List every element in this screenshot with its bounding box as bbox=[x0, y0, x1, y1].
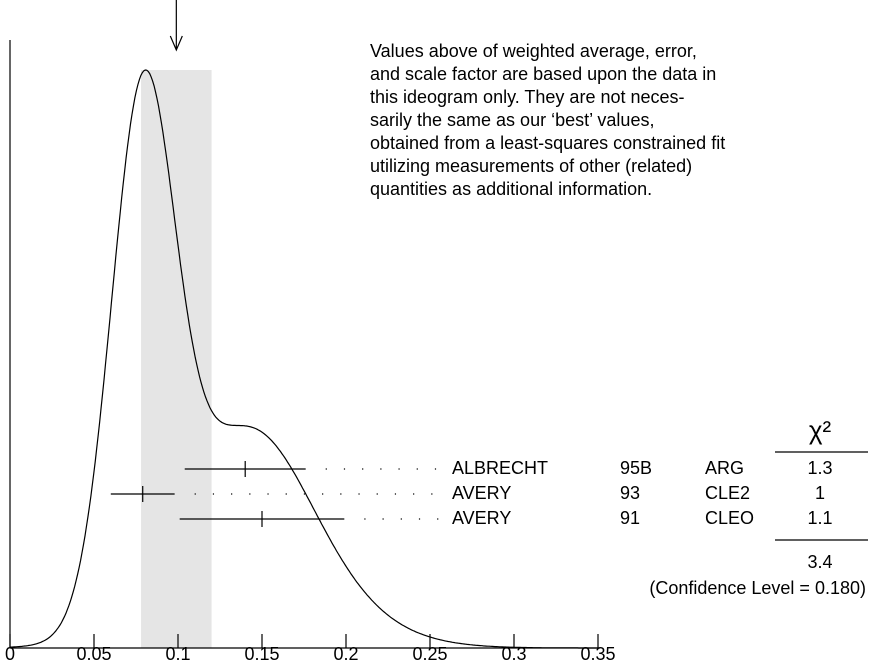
measurement-name: AVERY bbox=[452, 508, 511, 528]
note-line: this ideogram only. They are not neces- bbox=[370, 87, 685, 107]
note-line: and scale factor are based upon the data… bbox=[370, 64, 716, 84]
measurement-name: ALBRECHT bbox=[452, 458, 548, 478]
x-tick-label: 0.05 bbox=[76, 644, 111, 664]
chi2-header: χ² bbox=[809, 415, 832, 445]
x-tick-label: 0.1 bbox=[165, 644, 190, 664]
note-line: Values above of weighted average, error, bbox=[370, 41, 697, 61]
measurement-year: 91 bbox=[620, 508, 640, 528]
measurement-year: 95B bbox=[620, 458, 652, 478]
measurement-year: 93 bbox=[620, 483, 640, 503]
measurement-technique: ARG bbox=[705, 458, 744, 478]
chi2-value: 1.1 bbox=[807, 508, 832, 528]
note-line: quantities as additional information. bbox=[370, 179, 652, 199]
x-tick-label: 0.3 bbox=[501, 644, 526, 664]
measurement-technique: CLE2 bbox=[705, 483, 750, 503]
note-line: utilizing measurements of other (related… bbox=[370, 156, 692, 176]
chi2-value: 1.3 bbox=[807, 458, 832, 478]
x-tick-label: 0.25 bbox=[412, 644, 447, 664]
measurement-name: AVERY bbox=[452, 483, 511, 503]
chi2-value: 1 bbox=[815, 483, 825, 503]
measurement-technique: CLEO bbox=[705, 508, 754, 528]
note-line: obtained from a least-squares constraine… bbox=[370, 133, 725, 153]
x-tick-label: 0.35 bbox=[580, 644, 615, 664]
x-tick-label: 0.2 bbox=[333, 644, 358, 664]
x-tick-label: 0.15 bbox=[244, 644, 279, 664]
x-tick-label: 0 bbox=[5, 644, 15, 664]
ideogram-curve bbox=[10, 69, 598, 649]
note-line: sarily the same as our ‘best’ values, bbox=[370, 110, 654, 130]
average-band bbox=[141, 70, 212, 648]
confidence-level: (Confidence Level = 0.180) bbox=[649, 578, 866, 598]
average-arrow bbox=[169, 0, 183, 52]
chi2-total: 3.4 bbox=[807, 552, 832, 572]
